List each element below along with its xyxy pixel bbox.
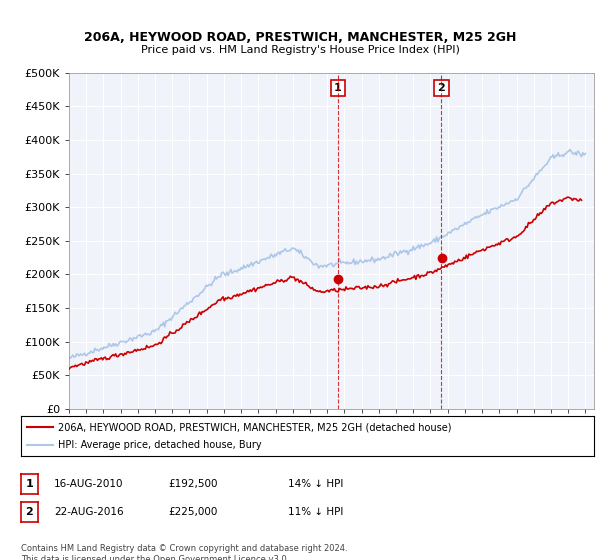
Text: Price paid vs. HM Land Registry's House Price Index (HPI): Price paid vs. HM Land Registry's House … (140, 45, 460, 55)
Text: HPI: Average price, detached house, Bury: HPI: Average price, detached house, Bury (58, 440, 262, 450)
Text: 206A, HEYWOOD ROAD, PRESTWICH, MANCHESTER, M25 2GH: 206A, HEYWOOD ROAD, PRESTWICH, MANCHESTE… (84, 31, 516, 44)
Text: 2: 2 (26, 507, 33, 517)
Text: 14% ↓ HPI: 14% ↓ HPI (288, 479, 343, 489)
Text: £192,500: £192,500 (168, 479, 218, 489)
Text: 2: 2 (437, 83, 445, 93)
Text: Contains HM Land Registry data © Crown copyright and database right 2024.
This d: Contains HM Land Registry data © Crown c… (21, 544, 347, 560)
Text: 206A, HEYWOOD ROAD, PRESTWICH, MANCHESTER, M25 2GH (detached house): 206A, HEYWOOD ROAD, PRESTWICH, MANCHESTE… (58, 422, 452, 432)
Text: £225,000: £225,000 (168, 507, 217, 517)
Text: 22-AUG-2016: 22-AUG-2016 (54, 507, 124, 517)
Text: 16-AUG-2010: 16-AUG-2010 (54, 479, 124, 489)
Text: 1: 1 (334, 83, 342, 93)
Text: 11% ↓ HPI: 11% ↓ HPI (288, 507, 343, 517)
Text: 1: 1 (26, 479, 33, 489)
